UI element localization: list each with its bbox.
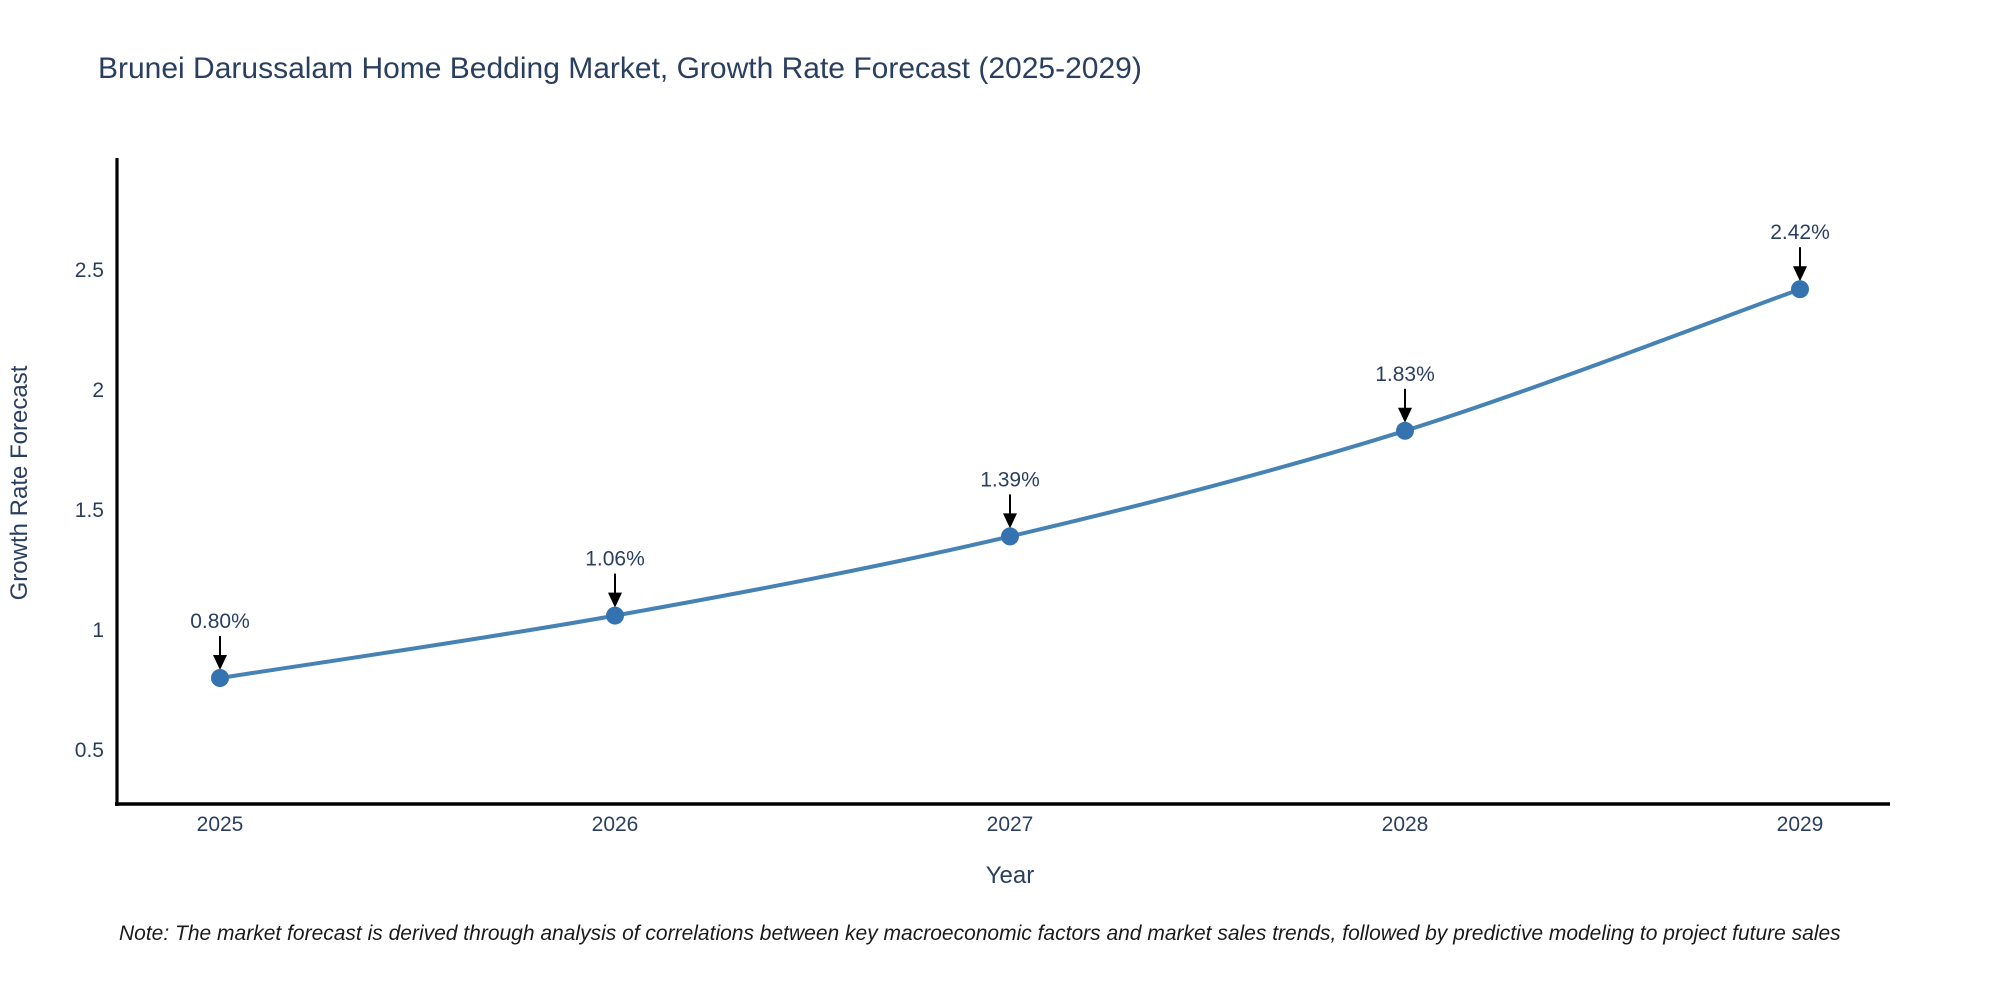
y-tick-label: 1.5 <box>75 499 104 522</box>
footnote: Note: The market forecast is derived thr… <box>119 922 1841 945</box>
data-point-marker[interactable] <box>1396 421 1414 440</box>
y-axis-title: Growth Rate Forecast <box>6 365 33 600</box>
y-tick-label: 2 <box>92 379 104 402</box>
plot-area[interactable]: 0.5 1 1.5 2 2.5 2025 2026 2027 2028 2029 0.80% 1.06… <box>75 158 1890 836</box>
annotation-arrow-head <box>213 655 227 670</box>
y-tick-label: 2.5 <box>75 259 104 282</box>
chart-title: Brunei Darussalam Home Bedding Market, G… <box>98 52 1142 85</box>
annotation-arrow-head <box>1793 266 1807 282</box>
x-axis-title: Year <box>986 862 1035 889</box>
x-tick-label: 2025 <box>197 813 244 836</box>
data-point-marker[interactable] <box>1001 527 1019 546</box>
data-point-label: 0.80% <box>190 610 250 633</box>
x-tick-label: 2028 <box>1382 813 1429 836</box>
annotation-arrow-head <box>1398 407 1412 423</box>
y-tick-label: 0.5 <box>75 739 104 762</box>
data-point-label: 2.42% <box>1770 221 1830 244</box>
data-point-label: 1.06% <box>585 548 645 571</box>
data-point-marker[interactable] <box>1791 280 1809 299</box>
annotation-arrow-head <box>608 592 622 608</box>
data-point-marker[interactable] <box>606 606 624 625</box>
x-tick-label: 2029 <box>1777 813 1824 836</box>
annotation-arrow-head <box>1003 513 1017 529</box>
data-point-label: 1.83% <box>1375 363 1435 386</box>
x-tick-label: 2026 <box>592 813 639 836</box>
data-point-label: 1.39% <box>980 468 1040 491</box>
y-tick-label: 1 <box>92 619 104 642</box>
data-point-marker[interactable] <box>211 669 229 687</box>
x-tick-label: 2027 <box>987 813 1034 836</box>
